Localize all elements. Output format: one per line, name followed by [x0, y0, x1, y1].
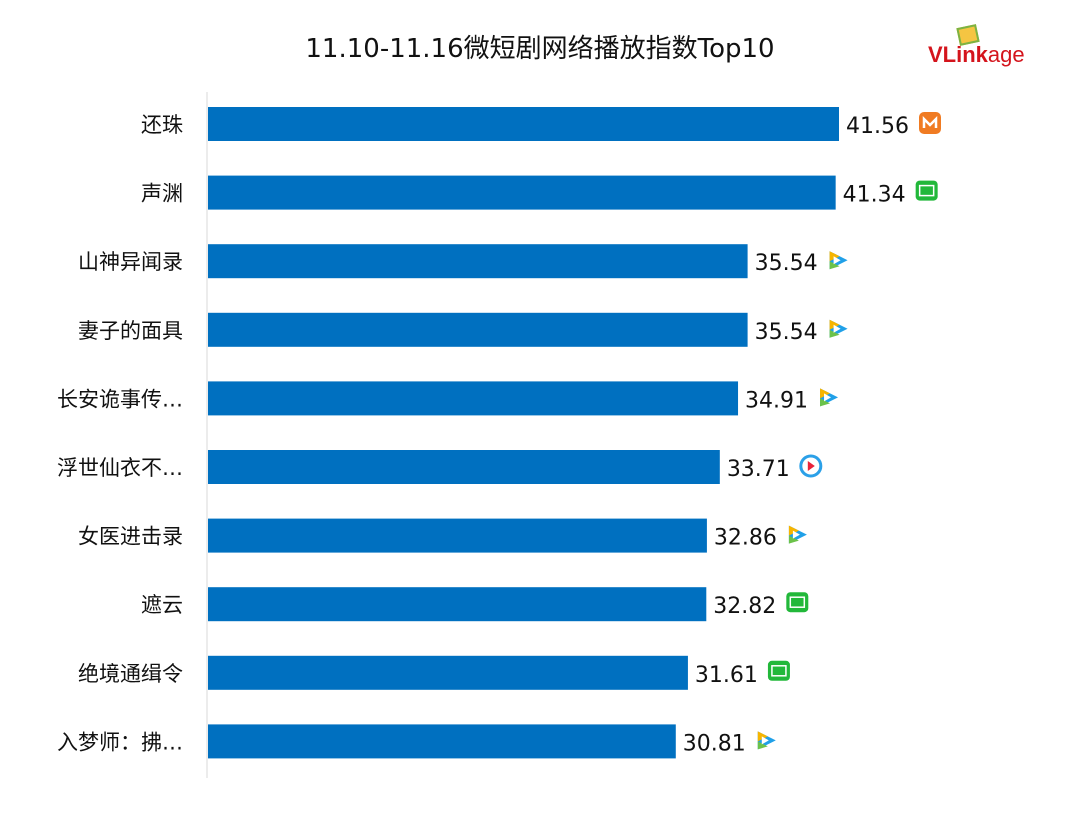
category-label: 还珠 — [141, 113, 183, 137]
bar — [208, 175, 836, 210]
bar — [208, 107, 839, 141]
mango-tv-icon — [919, 112, 941, 134]
bar — [208, 655, 688, 690]
bar — [208, 450, 720, 484]
category-label: 山神异闻录 — [78, 250, 183, 274]
chart-title: 11.10-11.16微短剧网络播放指数Top10 — [305, 34, 775, 64]
data-label: 31.61 — [695, 663, 758, 688]
tencent-video-icon — [788, 525, 807, 544]
category-label: 女医进击录 — [78, 525, 183, 549]
logo-text-bold: VLink — [928, 42, 988, 67]
data-label: 41.56 — [846, 114, 909, 139]
iqiyi-icon — [786, 592, 809, 613]
category-label: 入梦师：拂… — [57, 730, 183, 754]
data-label: 30.81 — [683, 731, 746, 756]
category-label: 浮世仙衣不… — [57, 456, 183, 480]
vlinkage-logo: VLinkage — [928, 24, 1038, 76]
category-label: 声渊 — [141, 182, 183, 206]
bar — [208, 518, 707, 553]
data-label: 32.86 — [714, 526, 777, 551]
data-label: 35.54 — [755, 320, 818, 345]
bar — [208, 724, 676, 759]
category-label: 长安诡事传… — [57, 387, 183, 411]
data-label: 33.71 — [727, 457, 790, 482]
bar — [208, 587, 707, 622]
tencent-video-icon — [829, 251, 848, 270]
iqiyi-icon — [767, 660, 790, 681]
tencent-video-icon — [757, 731, 776, 750]
category-label: 遮云 — [141, 593, 183, 617]
data-label: 32.82 — [713, 594, 776, 619]
category-label: 绝境通缉令 — [78, 662, 183, 686]
bar — [208, 244, 748, 279]
bar — [208, 381, 739, 416]
tencent-video-icon — [829, 319, 848, 338]
category-label: 妻子的面具 — [78, 319, 183, 343]
tencent-video-icon — [820, 388, 839, 407]
data-label: 41.34 — [843, 183, 906, 208]
bar — [208, 312, 748, 347]
data-label: 35.54 — [755, 251, 818, 276]
data-label: 34.91 — [745, 388, 808, 413]
iqiyi-icon — [915, 180, 938, 201]
logo-text-light: age — [987, 42, 1025, 67]
youku-icon — [799, 454, 823, 478]
